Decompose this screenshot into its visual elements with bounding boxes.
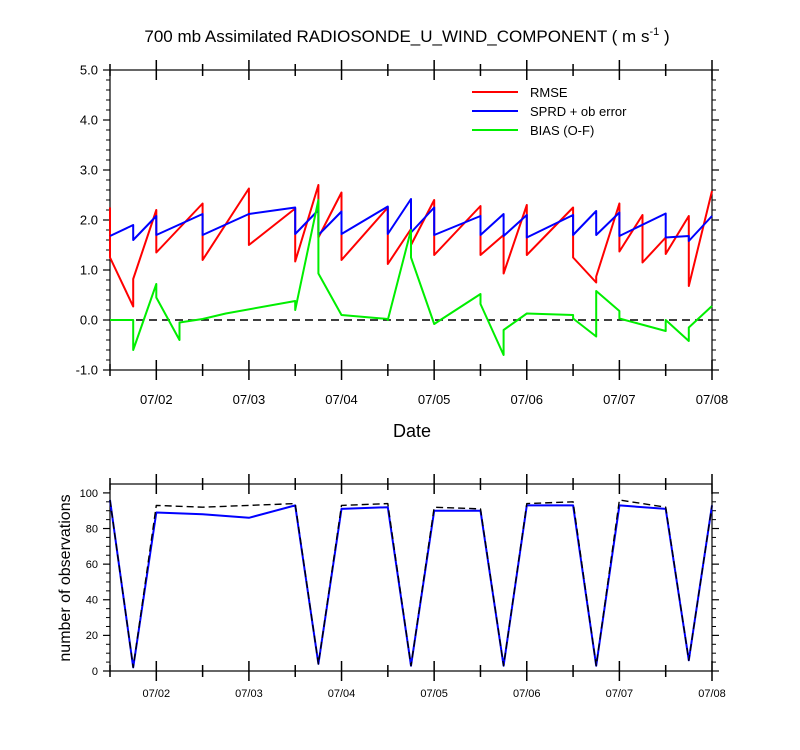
top-x-tick-label: 07/08 <box>696 392 729 407</box>
top-x-tick-label: 07/03 <box>233 392 266 407</box>
top-y-tick-label: 3.0 <box>80 163 98 178</box>
bottom-y-tick-label: 40 <box>86 595 98 607</box>
top-y-tick-label: 4.0 <box>80 113 98 128</box>
top-y-tick-label: 2.0 <box>80 213 98 228</box>
top-x-tick-label: 07/02 <box>140 392 173 407</box>
bottom-y-tick-label: 0 <box>92 666 98 678</box>
top-y-tick-label: 1.0 <box>80 263 98 278</box>
bottom-y-tick-label: 80 <box>86 523 98 535</box>
bottom-panel: 07/02 07/03 07/04 07/05 07/06 07/07 07/08 0 20 40… <box>80 474 726 700</box>
assimilated-line <box>109 499 713 669</box>
rmse-line <box>109 184 713 308</box>
chart-title: 700 mb Assimilated RADIOSONDE_U_WIND_COM… <box>144 26 669 46</box>
bottom-y-tick-label: 60 <box>86 559 98 571</box>
legend: RMSE SPRD + ob error BIAS (O-F) <box>472 85 627 138</box>
legend-label: SPRD + ob error <box>530 104 627 119</box>
bottom-x-tick-label: 07/08 <box>698 688 726 700</box>
bottom-plot-frame <box>109 483 713 672</box>
bottom-y-tick-label: 20 <box>86 630 98 642</box>
bottom-x-tick-label: 07/07 <box>606 688 634 700</box>
legend-label: BIAS (O-F) <box>530 123 594 138</box>
bottom-x-tick-label: 07/06 <box>513 688 541 700</box>
bottom-y-axis-label: number of observations <box>57 494 74 661</box>
top-x-tick-label: 07/06 <box>510 392 543 407</box>
total-line <box>109 499 713 669</box>
top-y-tick-label: -1.0 <box>76 363 98 378</box>
bottom-x-tick-label: 07/04 <box>328 688 356 700</box>
bottom-x-tick-label: 07/02 <box>143 688 171 700</box>
top-y-tick-label: 0.0 <box>80 313 98 328</box>
top-x-tick-label: 07/04 <box>325 392 358 407</box>
bottom-x-tick-label: 07/03 <box>235 688 263 700</box>
bottom-x-tick-label: 07/05 <box>420 688 448 700</box>
bias-o-f-line <box>110 199 713 356</box>
top-x-axis-label: Date <box>393 421 431 441</box>
top-x-tick-label: 07/07 <box>603 392 636 407</box>
sprd-ob-error-line <box>109 198 713 242</box>
top-x-tick-label: 07/05 <box>418 392 451 407</box>
top-panel: 07/02 07/03 07/04 07/05 07/06 07/07 07/08 -1.0 0… <box>76 60 729 407</box>
bottom-y-tick-label: 100 <box>80 488 98 500</box>
top-y-tick-label: 5.0 <box>80 63 98 78</box>
legend-label: RMSE <box>530 85 568 100</box>
